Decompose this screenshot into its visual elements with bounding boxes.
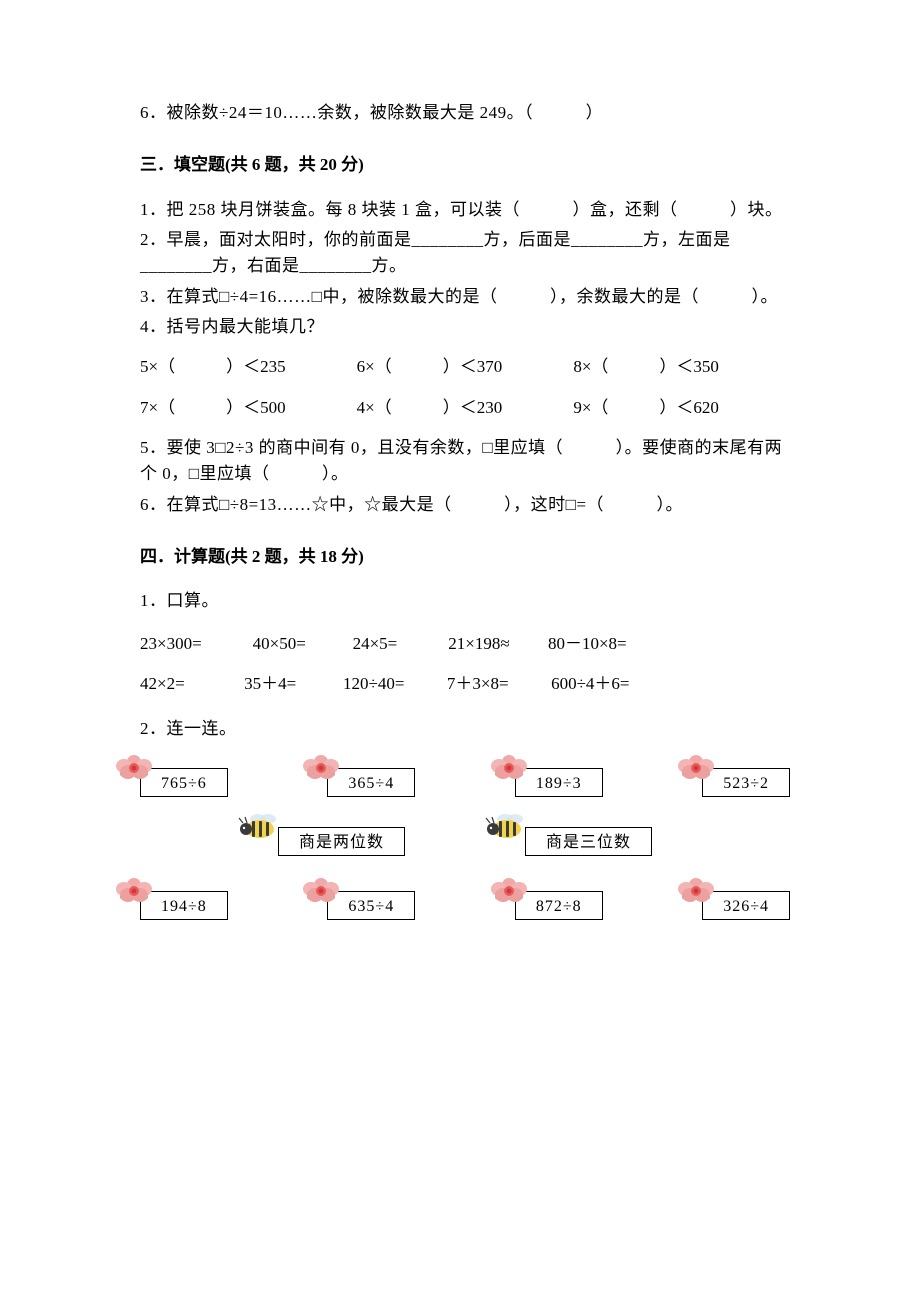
card-bot-2: 635÷4	[327, 893, 415, 920]
rose-icon	[110, 744, 158, 794]
s3-q4-row2: 7×（ ）＜500 4×（ ）＜230 9×（ ）＜620	[140, 395, 790, 421]
section3-title: 三．填空题(共 6 题，共 20 分)	[140, 152, 790, 178]
calc-row-1: 23×300= 40×50= 24×5= 21×198≈ 80－10×8=	[140, 631, 790, 657]
card-top-4: 523÷2	[702, 770, 790, 797]
s3-q4-r1c1: 5×（ ）＜235	[140, 354, 357, 380]
s3-q4-header: 4．括号内最大能填几？	[140, 314, 790, 340]
card-top-1: 765÷6	[140, 770, 228, 797]
page: 6．被除数÷24＝10……余数，被除数最大是 249。（ ） 三．填空题(共 6…	[0, 0, 920, 1302]
card-mid-2-label: 商是三位数	[525, 827, 652, 856]
card-top-2: 365÷4	[327, 770, 415, 797]
rose-icon	[297, 744, 345, 794]
bee-icon	[230, 809, 280, 851]
s3-q4-r2c1: 7×（ ）＜500	[140, 395, 357, 421]
rose-icon	[672, 744, 720, 794]
rose-icon	[485, 867, 533, 917]
s3-q2: 2．早晨，面对太阳时，你的前面是________方，后面是________方，左…	[140, 227, 790, 280]
card-mid-1: 商是两位数	[278, 829, 405, 856]
diagram-mid-row: 商是两位数 商是三位数	[140, 829, 790, 856]
s3-q1: 1．把 258 块月饼装盒。每 8 块装 1 盒，可以装（ ）盒，还剩（ ）块。	[140, 197, 790, 223]
section4-title: 四．计算题(共 2 题，共 18 分)	[140, 544, 790, 570]
bee-icon	[477, 809, 527, 851]
s4-q1-header: 1．口算。	[140, 588, 790, 614]
card-mid-1-label: 商是两位数	[278, 827, 405, 856]
s4-q2-header: 2．连一连。	[140, 716, 790, 742]
s3-q4-r1c2: 6×（ ）＜370	[357, 354, 574, 380]
s3-q6: 6．在算式□÷8=13……☆中，☆最大是（ ），这时□=（ ）。	[140, 492, 790, 518]
calc-row-2: 42×2= 35＋4= 120÷40= 7＋3×8= 600÷4＋6=	[140, 671, 790, 697]
rose-icon	[110, 867, 158, 917]
card-bot-1: 194÷8	[140, 893, 228, 920]
matching-diagram: 765÷6 365÷4 189÷3 523÷2 商是两位数 商是三位	[140, 770, 790, 920]
s3-q4-row1: 5×（ ）＜235 6×（ ）＜370 8×（ ）＜350	[140, 354, 790, 380]
card-top-3: 189÷3	[515, 770, 603, 797]
rose-icon	[672, 867, 720, 917]
diagram-top-row: 765÷6 365÷4 189÷3 523÷2	[140, 770, 790, 797]
diagram-bot-row: 194÷8 635÷4 872÷8 326÷4	[140, 893, 790, 920]
prev-q6: 6．被除数÷24＝10……余数，被除数最大是 249。（ ）	[140, 100, 790, 126]
rose-icon	[485, 744, 533, 794]
card-mid-2: 商是三位数	[525, 829, 652, 856]
s3-q4-r2c3: 9×（ ）＜620	[573, 395, 790, 421]
s3-q5: 5．要使 3□2÷3 的商中间有 0，且没有余数，□里应填（ ）。要使商的末尾有…	[140, 435, 790, 488]
card-bot-4: 326÷4	[702, 893, 790, 920]
s3-q3: 3．在算式□÷4=16……□中，被除数最大的是（ ），余数最大的是（ ）。	[140, 284, 790, 310]
s3-q4-r2c2: 4×（ ）＜230	[357, 395, 574, 421]
rose-icon	[297, 867, 345, 917]
s3-q4-r1c3: 8×（ ）＜350	[573, 354, 790, 380]
card-bot-3: 872÷8	[515, 893, 603, 920]
